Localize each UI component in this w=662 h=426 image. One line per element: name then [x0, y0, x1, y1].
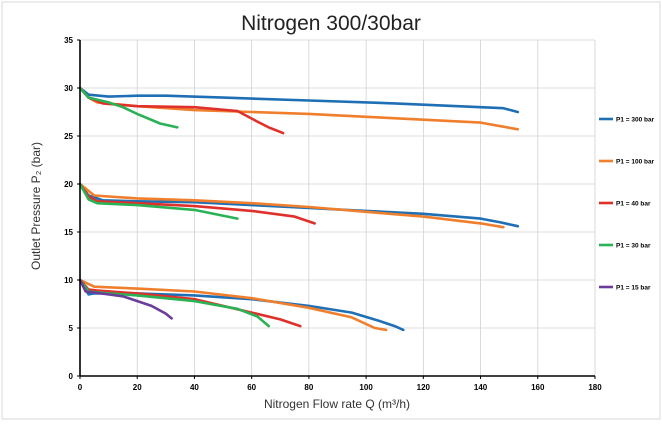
x-tick-label: 60	[247, 383, 256, 392]
series-line-4-curve-2	[78, 182, 239, 220]
y-tick-label: 10	[64, 276, 73, 285]
legend: P1 = 300 bar P1 = 100 bar P1 = 40 bar P1 = …	[599, 117, 655, 292]
axes: 0 5 10 15 20 25 30 35 0 20 40 60 80 100 120 140 160 180	[64, 36, 602, 392]
x-axis-title: Nitrogen Flow rate Q (m³/h)	[264, 397, 410, 411]
x-tick-label: 100	[359, 383, 373, 392]
x-tick-label: 80	[304, 383, 313, 392]
series-line-1-curve-2	[78, 182, 520, 228]
series-line-4-curve-1	[78, 86, 179, 129]
y-tick-label: 15	[64, 228, 73, 237]
x-tick-label: 160	[531, 383, 545, 392]
y-tick-label: 5	[69, 324, 74, 333]
legend-label: P1 = 15 bar	[616, 285, 651, 292]
series-line-3-curve-2	[78, 182, 316, 225]
x-tick-label: 140	[474, 383, 488, 392]
series-line-3-curve-3	[78, 278, 302, 328]
y-tick-label: 35	[64, 36, 73, 45]
y-tick-label: 0	[69, 372, 74, 381]
series-line-1-curve-1	[78, 86, 520, 114]
grid	[80, 39, 596, 376]
series-layer	[78, 86, 520, 332]
y-tick-label: 20	[64, 180, 73, 189]
y-tick-label: 30	[64, 84, 73, 93]
x-tick-label: 40	[190, 383, 199, 392]
legend-label: P1 = 30 bar	[616, 243, 651, 250]
x-tick-label: 20	[133, 383, 142, 392]
y-tick-label: 25	[64, 132, 73, 141]
y-axis-title: Outlet Pressure P₂ (bar)	[29, 142, 43, 270]
chart-title: Nitrogen 300/30bar	[241, 12, 421, 35]
x-tick-label: 0	[78, 383, 83, 392]
legend-label: P1 = 300 bar	[616, 117, 655, 124]
legend-label: P1 = 40 bar	[616, 201, 651, 208]
series-line-2-curve-3	[78, 278, 388, 332]
series-line-5-curve-1	[78, 278, 173, 320]
x-tick-label: 120	[417, 383, 431, 392]
series-line-2-curve-2	[78, 182, 505, 229]
x-tick-label: 180	[588, 383, 602, 392]
legend-label: P1 = 100 bar	[616, 159, 655, 166]
